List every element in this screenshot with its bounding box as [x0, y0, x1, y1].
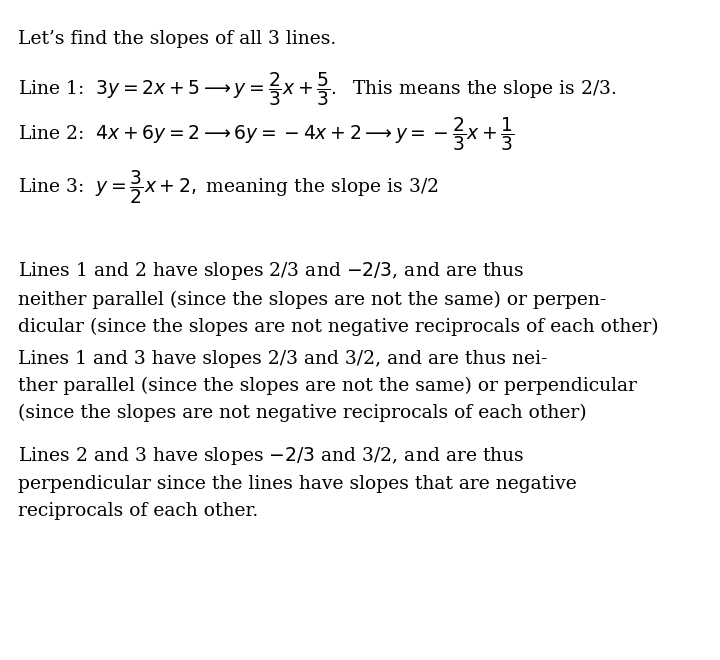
Text: Line 1:  $3y = 2x+5 \longrightarrow y = \dfrac{2}{3}x+\dfrac{5}{3}.$  This means: Line 1: $3y = 2x+5 \longrightarrow y = \… [18, 70, 616, 108]
Text: Lines 1 and 2 have slopes 2/3 and $-2/3$, and are thus
neither parallel (since t: Lines 1 and 2 have slopes 2/3 and $-2/3$… [18, 260, 659, 335]
Text: Let’s find the slopes of all 3 lines.: Let’s find the slopes of all 3 lines. [18, 30, 336, 48]
Text: Line 3:  $y = \dfrac{3}{2}x + 2,$ meaning the slope is 3/2: Line 3: $y = \dfrac{3}{2}x + 2,$ meaning… [18, 168, 438, 206]
Text: Lines 1 and 3 have slopes 2/3 and 3/2, and are thus nei-
ther parallel (since th: Lines 1 and 3 have slopes 2/3 and 3/2, a… [18, 350, 637, 422]
Text: Line 2:  $4x + 6y = 2 \longrightarrow 6y = -4x + 2 \longrightarrow y = -\dfrac{2: Line 2: $4x + 6y = 2 \longrightarrow 6y … [18, 115, 515, 153]
Text: Lines 2 and 3 have slopes $-2/3$ and 3/2, and are thus
perpendicular since the l: Lines 2 and 3 have slopes $-2/3$ and 3/2… [18, 445, 577, 520]
